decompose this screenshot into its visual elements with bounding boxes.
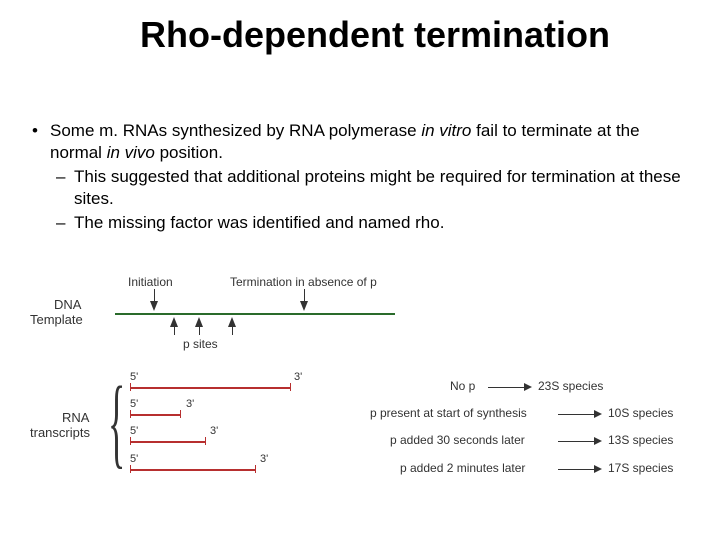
psite-arrow-3-stem [232,325,233,335]
row3-cond: p added 30 seconds later [390,433,525,447]
row3-tick3 [205,437,206,445]
row1-tick5 [130,383,131,391]
row4-arrow-line [558,469,594,470]
row4-tick5 [130,465,131,473]
row2-tick5 [130,410,131,418]
bullet-1-text-e: position. [155,143,223,162]
row4-5prime: 5' [130,453,138,465]
rna-label: RNA [62,410,89,425]
subbullet-1: This suggested that additional proteins … [28,166,692,210]
row1-tick3 [290,383,291,391]
row2-tick3 [180,410,181,418]
row3-arrow-line [558,441,594,442]
row1-arrow-icon [524,383,532,391]
row4-tick3 [255,465,256,473]
row4-arrow-icon [594,465,602,473]
row2-cond: p present at start of synthesis [370,406,527,420]
termination-label: Termination in absence of p [230,275,377,289]
row1-3prime: 3' [294,371,302,383]
row3-3prime: 3' [210,425,218,437]
row4-rna-line [130,469,255,471]
psite-arrow-2-stem [199,325,200,335]
termination-arrow-icon [300,301,308,311]
row3-5prime: 5' [130,425,138,437]
dna-label: DNA [54,297,81,312]
row3-rna-line [130,441,205,443]
initiation-arrow-icon [150,301,158,311]
dna-template-line [115,313,395,315]
row1-5prime: 5' [130,371,138,383]
bullet-1-text-a: Some m. RNAs synthesized by RNA polymera… [50,121,421,140]
slide-title: Rho-dependent termination [60,14,690,56]
row3-arrow-icon [594,437,602,445]
diagram: DNA Template Initiation Termination in a… [30,275,690,525]
template-label: Template [30,312,83,327]
row2-3prime: 3' [186,398,194,410]
brace-icon: { [108,364,125,480]
row1-species: 23S species [538,379,603,393]
row2-5prime: 5' [130,398,138,410]
bullet-1-text-d: in vivo [107,143,155,162]
bullet-list: Some m. RNAs synthesized by RNA polymera… [28,120,692,234]
row2-species: 10S species [608,406,673,420]
initiation-label: Initiation [128,275,173,289]
row1-cond: No p [450,379,475,393]
psites-label: p sites [183,337,218,351]
row4-cond: p added 2 minutes later [400,461,525,475]
row2-rna-line [130,414,180,416]
transcripts-label: transcripts [30,425,90,440]
row4-species: 17S species [608,461,673,475]
subbullet-2: The missing factor was identified and na… [28,212,692,234]
row1-arrow-line [488,387,524,388]
row4-3prime: 3' [260,453,268,465]
bullet-1-text-b: in vitro [421,121,471,140]
row1-rna-line [130,387,290,389]
row2-arrow-icon [594,410,602,418]
row3-species: 13S species [608,433,673,447]
bullet-1: Some m. RNAs synthesized by RNA polymera… [28,120,692,164]
row2-arrow-line [558,414,594,415]
psite-arrow-1-stem [174,325,175,335]
row3-tick5 [130,437,131,445]
